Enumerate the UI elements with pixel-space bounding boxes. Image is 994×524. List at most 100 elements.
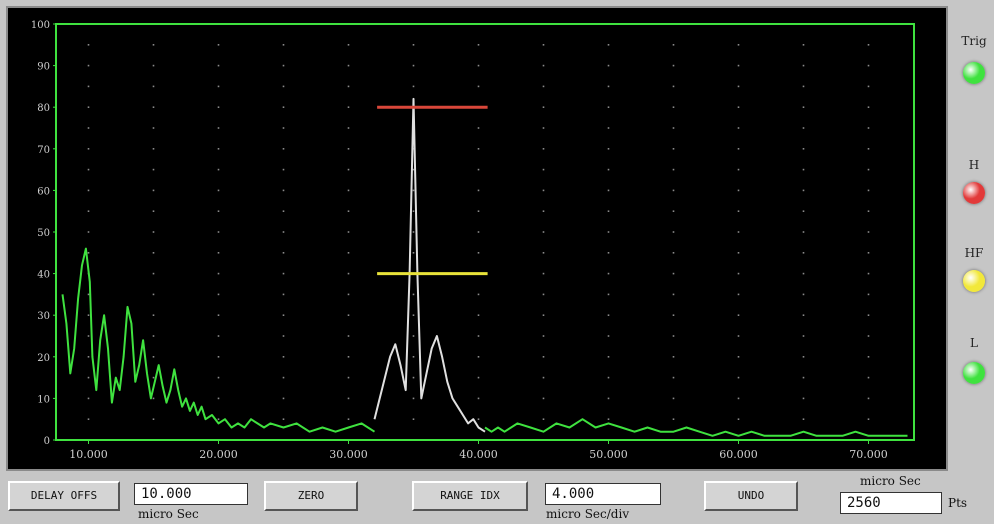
grid-dot bbox=[607, 376, 610, 379]
grid-dot bbox=[542, 44, 545, 46]
grid-dot bbox=[672, 64, 675, 67]
grid-dot bbox=[282, 168, 285, 171]
grid-dot bbox=[347, 314, 350, 316]
grid-dot bbox=[672, 272, 675, 275]
grid-dot bbox=[152, 106, 155, 108]
grid-dot bbox=[802, 397, 805, 400]
grid-dot bbox=[347, 335, 350, 337]
zero-button[interactable]: ZERO bbox=[264, 481, 358, 511]
grid-dot bbox=[152, 85, 155, 88]
points-field[interactable]: 2560 bbox=[840, 492, 942, 514]
grid-dot bbox=[672, 335, 675, 337]
x-tick-label: 10.000 bbox=[69, 448, 108, 461]
y-tick-label: 20 bbox=[37, 353, 50, 364]
grid-dot bbox=[867, 127, 870, 129]
grid-dot bbox=[347, 293, 350, 296]
grid-dot bbox=[412, 85, 415, 88]
grid-dot bbox=[607, 168, 610, 171]
top-unit-label: micro Sec bbox=[860, 474, 921, 488]
grid-dot bbox=[412, 293, 415, 296]
grid-dot bbox=[607, 64, 610, 67]
grid-dot bbox=[672, 85, 675, 88]
grid-dot bbox=[347, 356, 350, 358]
grid-dot bbox=[607, 85, 610, 88]
delay-offset-button[interactable]: DELAY OFFS bbox=[8, 481, 120, 511]
grid-dot bbox=[477, 127, 480, 129]
grid-dot bbox=[802, 189, 805, 192]
grid-dot bbox=[217, 252, 220, 254]
points-unit-label: Pts bbox=[948, 496, 968, 510]
grid-dot bbox=[802, 293, 805, 296]
grid-dot bbox=[672, 168, 675, 171]
grid-dot bbox=[737, 210, 740, 212]
grid-dot bbox=[282, 418, 285, 420]
grid-dot bbox=[477, 397, 480, 400]
grid-dot bbox=[217, 85, 220, 88]
grid-dot bbox=[542, 397, 545, 400]
grid-dot bbox=[152, 148, 155, 150]
grid-dot bbox=[87, 252, 90, 254]
hf-label: HF bbox=[964, 246, 984, 260]
grid-dot bbox=[412, 376, 415, 379]
grid-dot bbox=[87, 335, 90, 337]
grid-dot bbox=[412, 397, 415, 400]
grid-dot bbox=[737, 376, 740, 379]
grid-dot bbox=[542, 293, 545, 296]
grid-dot bbox=[347, 64, 350, 67]
range-unit-label: micro Sec/div bbox=[546, 507, 630, 521]
grid-dot bbox=[542, 168, 545, 171]
oscilloscope-display: 0 10 20 30 40 50 60 70 80 90 100 10.000 20.000 30.000… bbox=[6, 6, 948, 471]
grid-dot bbox=[802, 64, 805, 67]
grid-dot bbox=[607, 44, 610, 46]
grid-dot bbox=[412, 335, 415, 337]
delay-value-field[interactable]: 10.000 bbox=[134, 483, 248, 505]
grid-dot bbox=[867, 231, 870, 233]
grid-dot bbox=[867, 418, 870, 420]
grid-dot bbox=[542, 64, 545, 67]
grid-dot bbox=[152, 231, 155, 233]
grid-dot bbox=[802, 376, 805, 379]
grid-dot bbox=[152, 44, 155, 46]
grid-dot bbox=[802, 356, 805, 358]
grid-dot bbox=[87, 356, 90, 358]
grid-dot bbox=[542, 252, 545, 254]
grid-dot bbox=[672, 376, 675, 379]
grid-dot bbox=[412, 189, 415, 192]
grid-dot bbox=[347, 148, 350, 150]
grid-dot bbox=[607, 127, 610, 129]
grid-dot bbox=[672, 127, 675, 129]
grid-dot bbox=[477, 64, 480, 67]
grid-dot bbox=[802, 231, 805, 233]
grid-dot bbox=[542, 335, 545, 337]
grid-dot bbox=[542, 85, 545, 88]
y-tick-label: 30 bbox=[37, 311, 50, 322]
range-value-field[interactable]: 4.000 bbox=[545, 483, 661, 505]
y-tick-label: 80 bbox=[37, 103, 50, 114]
grid-dot bbox=[347, 272, 350, 275]
grid-dot bbox=[737, 272, 740, 275]
grid-dot bbox=[412, 148, 415, 150]
grid-dot bbox=[802, 168, 805, 171]
grid-dot bbox=[867, 148, 870, 150]
grid-dot bbox=[152, 293, 155, 296]
grid-dot bbox=[282, 314, 285, 316]
grid-dot bbox=[217, 168, 220, 171]
signal-trace-0 bbox=[61, 247, 376, 433]
grid-dot bbox=[802, 44, 805, 46]
grid-dot bbox=[217, 64, 220, 67]
grid-dot bbox=[87, 148, 90, 150]
grid-dot bbox=[87, 397, 90, 400]
grid-dot bbox=[607, 210, 610, 212]
grid-dot bbox=[672, 148, 675, 150]
grid-dot bbox=[217, 231, 220, 233]
grid-dot bbox=[217, 376, 220, 379]
grid-dot bbox=[672, 418, 675, 420]
range-index-button[interactable]: RANGE IDX bbox=[412, 481, 528, 511]
grid-dot bbox=[802, 148, 805, 150]
undo-button[interactable]: UNDO bbox=[704, 481, 798, 511]
grid-dot bbox=[87, 44, 90, 46]
x-tick-label: 50.000 bbox=[589, 448, 628, 461]
grid-dot bbox=[217, 210, 220, 212]
grid-dot bbox=[672, 356, 675, 358]
grid-dot bbox=[737, 293, 740, 296]
